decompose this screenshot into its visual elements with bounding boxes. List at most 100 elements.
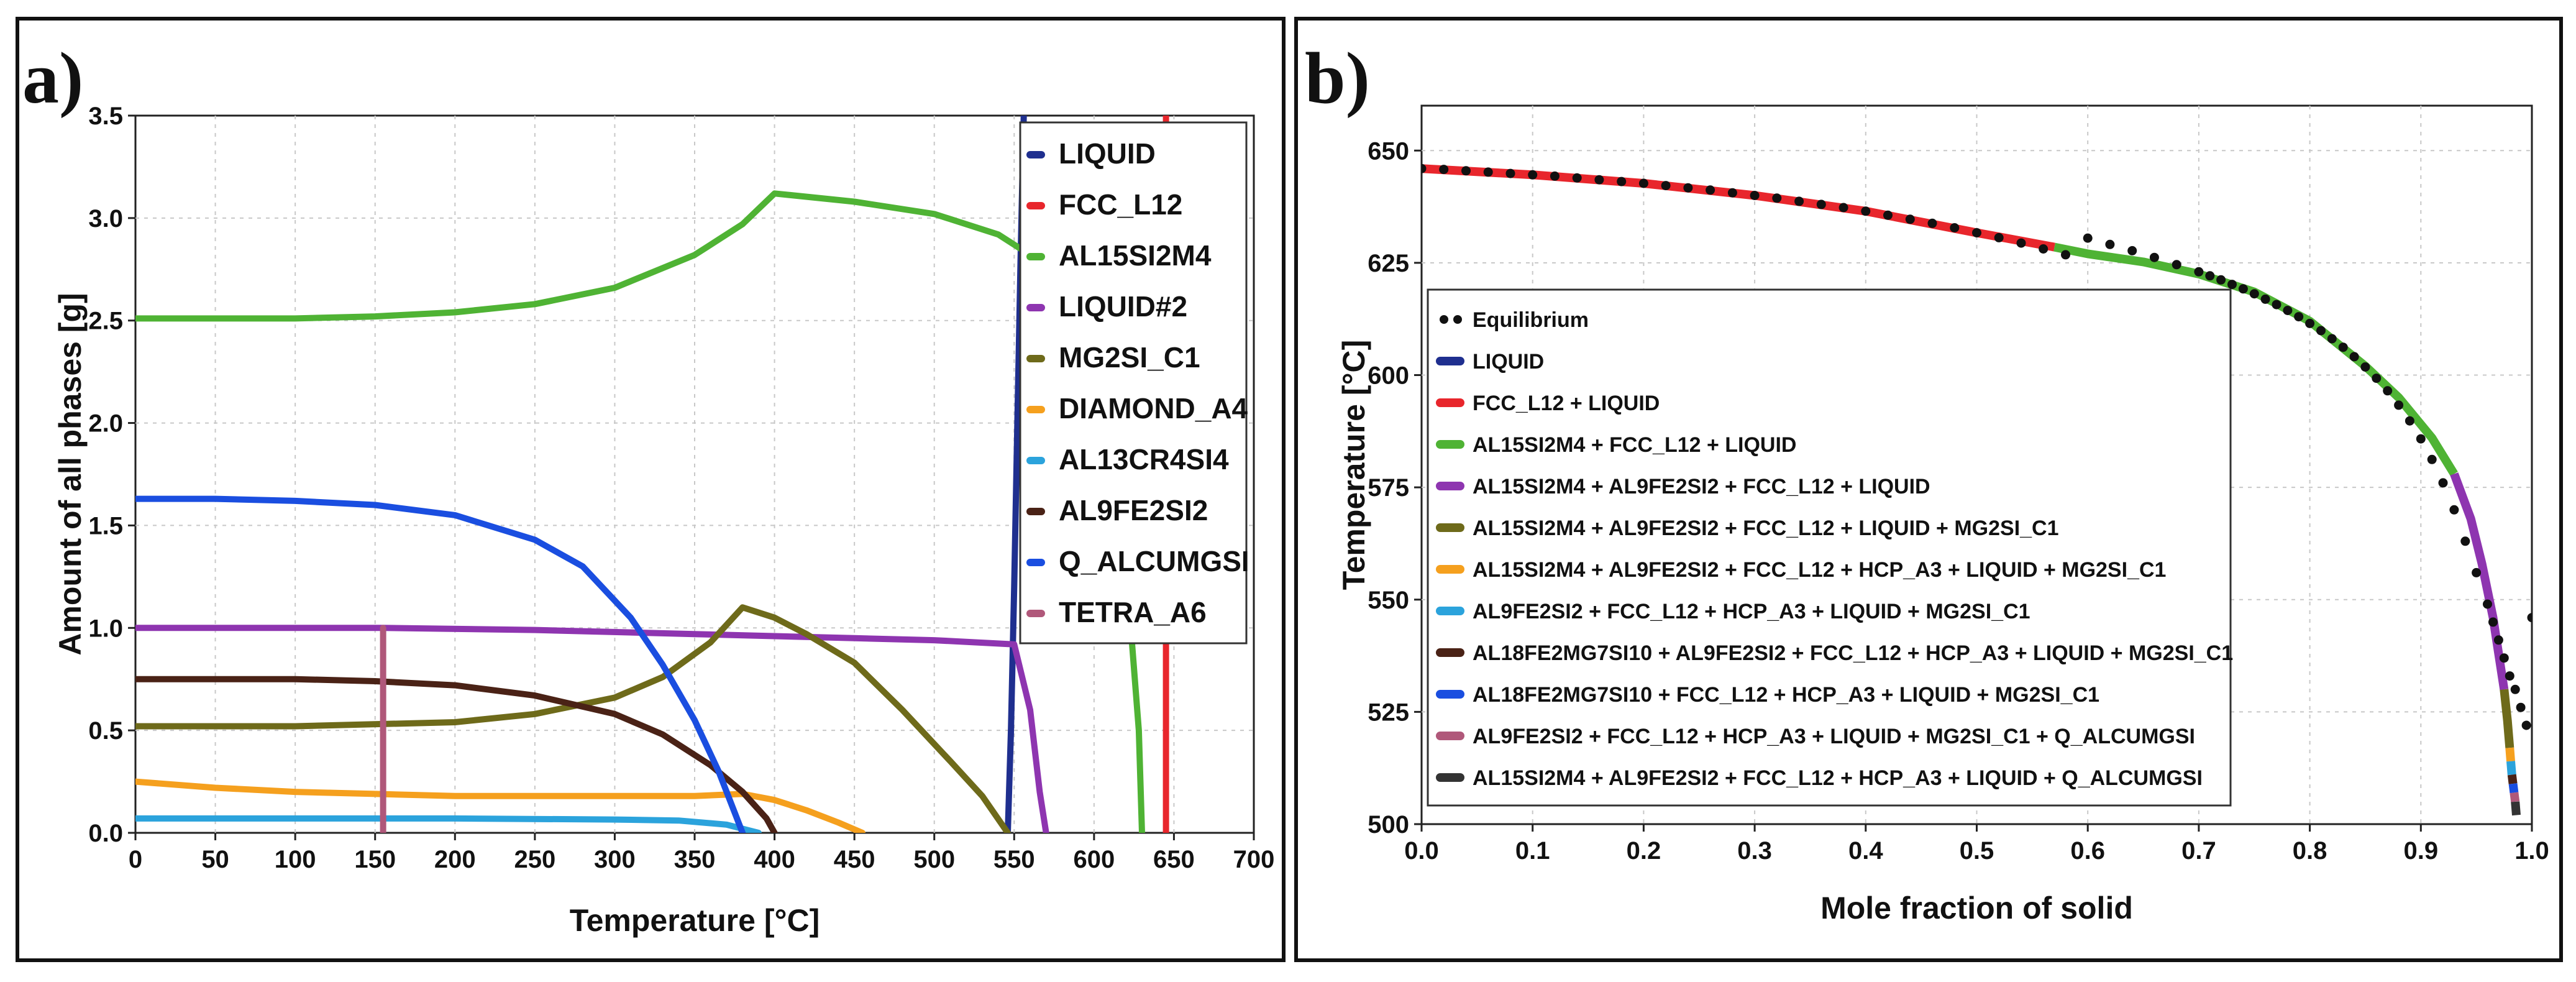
legend-b-entry-al15si2m4-al9fe2si2-fcc-l12-hcp-a3-liquid-q-alcumgsi: AL15SI2M4 + AL9FE2SI2 + FCC_L12 + HCP_A3… [1473, 766, 2203, 790]
legend-b-swatch [1453, 315, 1462, 324]
series-diamond-a4 [135, 778, 866, 833]
y-tick-label: 575 [1368, 474, 1409, 502]
x-tick-label: 400 [754, 846, 795, 873]
series-al9fe2si2-fcc-l12-hcp-a3-liquid-mg2si-c1-q-alcumgsi [2510, 792, 2520, 802]
legend-b-entry-al15si2m4-al9fe2si2-fcc-l12-liquid-mg2si-c1: AL15SI2M4 + AL9FE2SI2 + FCC_L12 + LIQUID… [1473, 516, 2059, 540]
equilibrium-point [2488, 617, 2498, 627]
x-tick-label: 350 [674, 846, 716, 873]
equilibrium-point [2394, 400, 2404, 410]
equilibrium-point [1638, 178, 1648, 188]
equilibrium-point [1838, 203, 1848, 213]
equilibrium-point [1794, 196, 1804, 206]
x-tick-label: 0.2 [1627, 837, 1661, 865]
panel-a-label: a) [22, 37, 83, 119]
equilibrium-point [2349, 352, 2359, 362]
x-tick-label: 200 [434, 846, 476, 873]
equilibrium-point [2438, 478, 2448, 488]
legend-b-entry-equilibrium: Equilibrium [1473, 308, 1589, 332]
equilibrium-point [2216, 275, 2226, 285]
equilibrium-point [2360, 362, 2370, 372]
x-tick-label: 650 [1153, 846, 1195, 873]
equilibrium-point [2083, 233, 2093, 243]
x-tick-label: 450 [834, 846, 875, 873]
legend-a-entry-q-alcumgsi: Q_ALCUMGSI [1059, 545, 1249, 577]
y-tick-label: 525 [1368, 699, 1409, 726]
x-tick-label: 0.6 [2070, 837, 2105, 865]
equilibrium-point [2249, 289, 2259, 299]
y-tick-label: 0.0 [88, 820, 123, 847]
equilibrium-point [2283, 306, 2293, 315]
equilibrium-point [1727, 188, 1737, 198]
legend-a-entry-al13cr4si4: AL13CR4SI4 [1059, 443, 1229, 475]
equilibrium-point [1683, 183, 1693, 193]
y-tick-label: 2.5 [88, 308, 123, 335]
series-al15si2m4-al9fe2si2-fcc-l12-liquid [2450, 472, 2509, 691]
panel-b-frame [1294, 17, 2563, 962]
series-q-alcumgsi [135, 495, 746, 833]
equilibrium-point [1661, 181, 1671, 191]
y-tick-label: 650 [1368, 137, 1409, 165]
equilibrium-point [2510, 684, 2520, 694]
legend-b-entry-al15si2m4-al9fe2si2-fcc-l12-hcp-a3-liquid-mg2si-c1: AL15SI2M4 + AL9FE2SI2 + FCC_L12 + HCP_A3… [1473, 558, 2166, 582]
equilibrium-point [1972, 228, 1981, 237]
equilibrium-point [1883, 210, 1893, 220]
equilibrium-point [1772, 193, 1782, 203]
x-axis-label-b: Mole fraction of solid [1820, 891, 2133, 925]
equilibrium-point [2327, 334, 2337, 344]
equilibrium-point [2472, 567, 2482, 577]
equilibrium-point [2039, 244, 2048, 254]
equilibrium-point [2105, 239, 2115, 249]
equilibrium-point [2516, 702, 2526, 712]
legend-a: LIQUID FCC_L12 AL15SI2M4 LIQUID#2 MG2SI_C1 DI… [1019, 121, 1249, 645]
x-tick-label: 700 [1233, 846, 1275, 873]
legend-b-entry-liquid: LIQUID [1473, 350, 1544, 374]
equilibrium-point [2238, 284, 2248, 294]
chart-b: 0.0 0.1 0.2 0.3 0.4 0.5 0.6 0.7 0.8 0.9 1.0 500 525 5… [1336, 104, 2549, 925]
legend-a-box [1019, 121, 1248, 645]
equilibrium-point [2127, 246, 2137, 255]
equilibrium-point [2372, 374, 2382, 383]
x-tick-label: 600 [1073, 846, 1115, 873]
x-tick-label: 0.8 [2293, 837, 2327, 865]
legend-b-entry-fcc-l12-liquid: FCC_L12 + LIQUID [1473, 392, 1660, 415]
equilibrium-point [2205, 271, 2215, 281]
equilibrium-point [2383, 386, 2393, 396]
equilibrium-point [2172, 260, 2181, 270]
equilibrium-point [2460, 536, 2470, 546]
equilibrium-point [1861, 206, 1871, 216]
equilibrium-point [2149, 252, 2159, 262]
legend-a-entry-al15si2m4: AL15SI2M4 [1059, 239, 1212, 272]
equilibrium-point [1594, 175, 1604, 185]
chart-a: 0 50 100 150 200 250 300 350 400 450 500 550 600 650 7… [53, 103, 1274, 938]
equilibrium-point [1528, 170, 1538, 180]
x-tick-label: 0.0 [1404, 837, 1439, 865]
equilibrium-point [2016, 238, 2026, 248]
x-tick-label: 0.4 [1848, 837, 1883, 865]
y-tick-label: 3.5 [88, 103, 123, 130]
equilibrium-point [2405, 416, 2414, 426]
equilibrium-point [2305, 318, 2315, 328]
y-tick-label: 600 [1368, 362, 1409, 390]
legend-a-entry-tetra-a6: TETRA_A6 [1059, 596, 1207, 628]
x-tick-label: 150 [354, 846, 396, 873]
series-al15si2m4-al9fe2si2-fcc-l12-hcp-a3-liquid-mg2si-c1 [2505, 747, 2515, 762]
x-tick-label: 300 [594, 846, 636, 873]
y-tick-label: 0.5 [88, 717, 123, 745]
x-tick-label: 100 [275, 846, 316, 873]
equilibrium-point [1483, 167, 1493, 177]
series-group-b [1422, 163, 2532, 816]
y-axis-label-b: Temperature [°C] [1336, 340, 1371, 590]
equilibrium-point [1950, 223, 1960, 232]
equilibrium-point [2427, 454, 2437, 464]
legend-b-entry-al18fe2mg7si10-al9fe2si2-fcc-l12-hcp-a3-liquid-mg2si-c1: AL18FE2MG7SI10 + AL9FE2SI2 + FCC_L12 + H… [1473, 641, 2233, 665]
equilibrium-point [2194, 267, 2204, 277]
equilibrium-point [2227, 280, 2237, 290]
y-axis-label-a: Amount of all phases [g] [53, 293, 88, 655]
equilibrium-point [2483, 599, 2492, 609]
equilibrium-point [1461, 166, 1471, 176]
legend-b-swatch [1440, 315, 1448, 324]
equilibrium-point [1816, 200, 1826, 209]
series-mg2si-c1 [135, 604, 1011, 833]
equilibrium-point [2260, 294, 2270, 304]
